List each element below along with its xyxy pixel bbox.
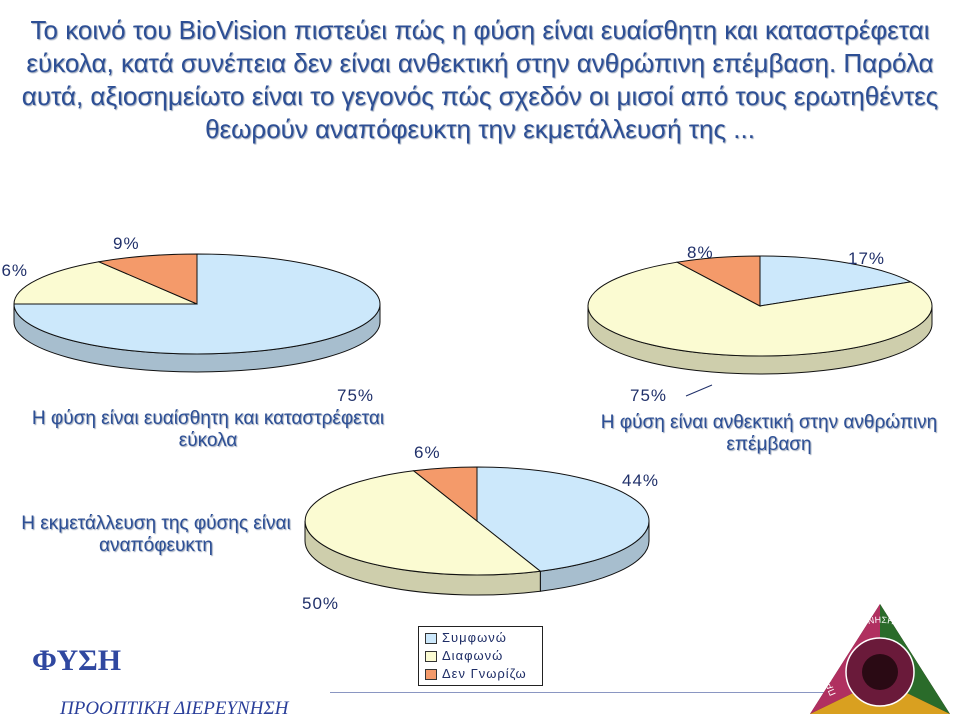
legend-label-dontknow: Δεν Γνωρίζω [442,666,527,681]
legend-label-agree: Συμφωνώ [442,630,507,645]
legend-item-disagree: Διαφωνώ [425,648,503,664]
pie1-title: Η φύση είναι ευαίσθητη και καταστρέφεται… [31,408,385,451]
pie3-label-disagree: 50% [302,594,339,613]
pie3-label-dontknow: 6% [414,443,441,462]
pie1-label-disagree: 16% [0,261,28,280]
pie-3: 44% 50% 6% [302,443,659,613]
pie2-label-agree: 17% [848,249,885,268]
legend-item-agree: Συμφωνώ [425,630,507,646]
legend-swatch-agree [425,633,437,645]
legend-swatch-disagree [425,651,437,663]
pie2-slice-agree [759,255,913,307]
section-title: ΦΥΣΗ [32,644,122,677]
pie-1: 75% 16% 9% [0,234,381,405]
legend: Συμφωνώ Διαφωνώ Δεν Γνωρίζω [418,626,543,686]
pie3-slice-agree [476,466,650,572]
pie2-slice-disagree [587,261,933,357]
legend-label-disagree: Διαφωνώ [442,648,504,663]
pie1-slice-disagree [13,261,198,305]
pie1-label-dontknow: 9% [113,234,140,253]
footer-divider [330,692,830,693]
footer-brand: ΠΡΟΟΠΤΙΚΗ ΔΙΕΡΕΥΝΗΣΗ [60,698,289,719]
headline: Το κοινό του BioVision πιστεύει πώς η φύ… [21,15,939,144]
pie1-label-agree: 75% [337,386,374,405]
pie2-label-disagree: 75% [630,386,667,405]
pie2-leader-line [685,384,713,397]
pie3-label-agree: 44% [622,471,659,490]
pie-2: 17% 75% 8% [587,243,933,405]
pie2-label-dontknow: 8% [687,243,714,262]
pie2-slice-dontknow [675,255,761,307]
pie2-title: Η φύση είναι ανθεκτική στην ανθρώπινη επ… [600,412,938,455]
pie1-slice-agree [13,253,381,355]
legend-swatch-dontknow [425,669,437,681]
pie3-slice-dontknow [412,466,478,523]
pie1-slice-dontknow [97,253,198,305]
brand-logo: ΠΡΟΟΠΤΙΚΗ ΔΙΕΡΕΥΝΗΣΗ [810,604,950,714]
pie3-slice-disagree [304,470,542,576]
legend-item-dontknow: Δεν Γνωρίζω [425,666,527,682]
pie3-title: Η εκμετάλλευση της φύσης είναι αναπόφευκ… [21,513,291,556]
